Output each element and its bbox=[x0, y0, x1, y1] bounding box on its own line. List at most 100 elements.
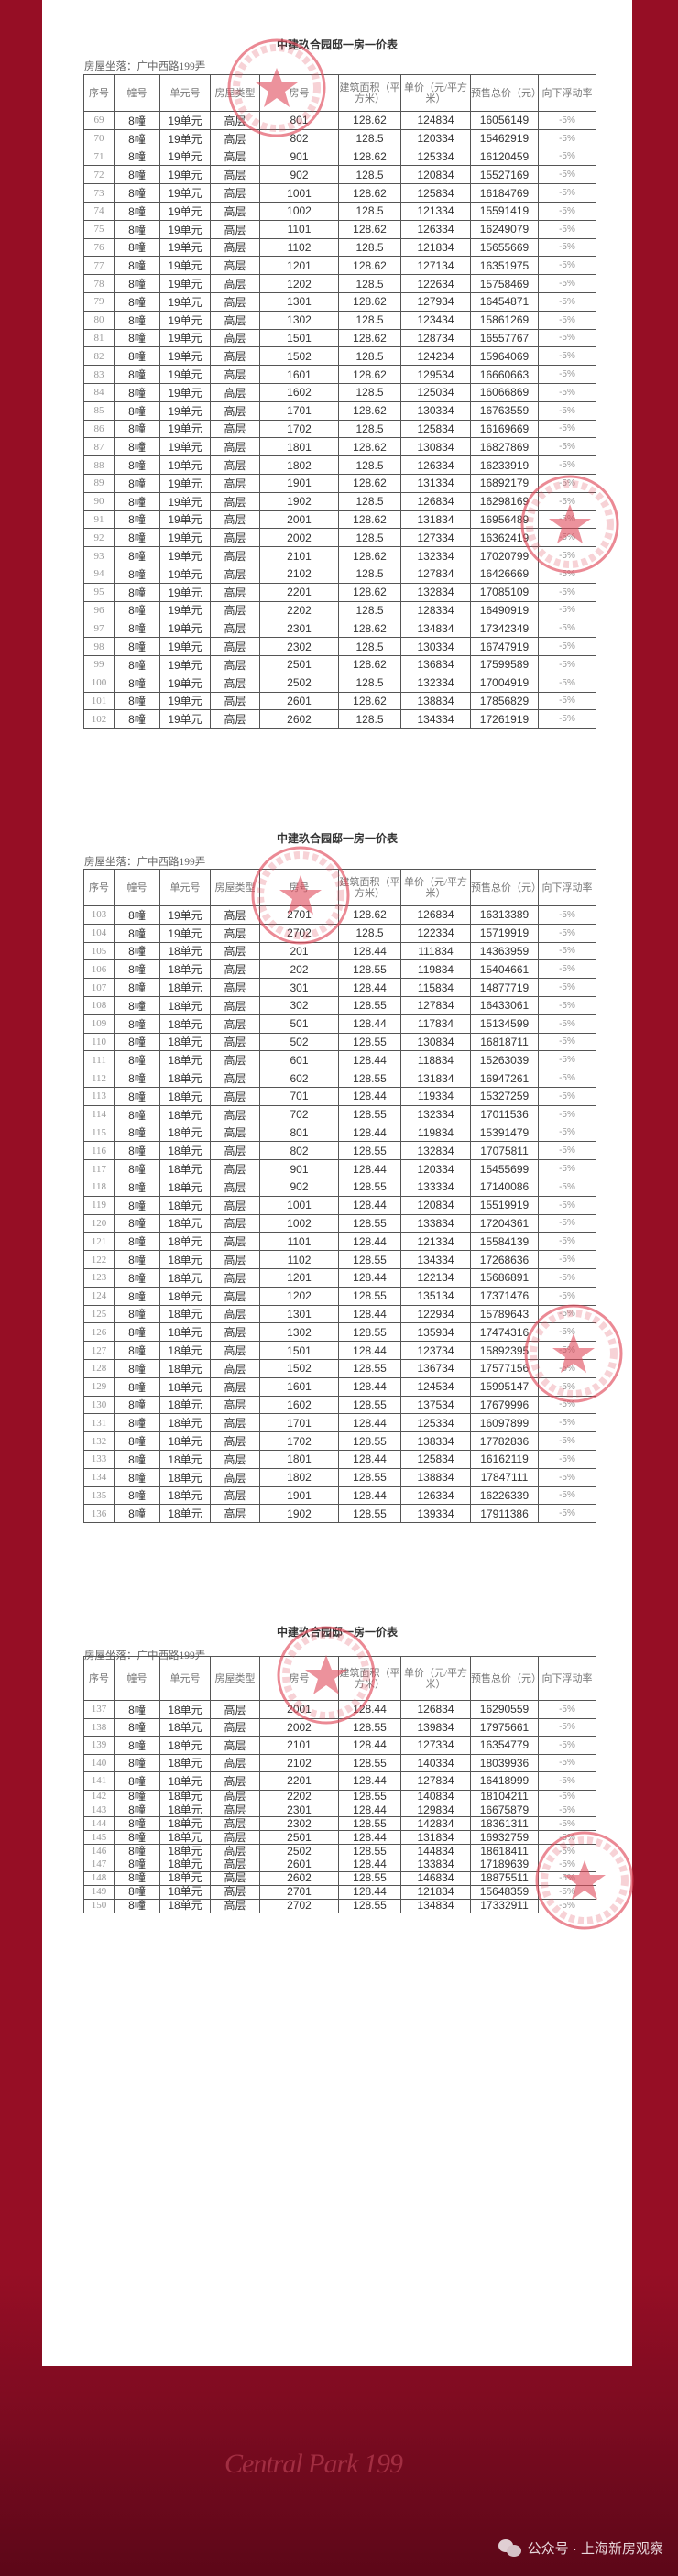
table-row: 90 8幢 19单元 高层 1902 128.5 126834 16298169 -5% bbox=[83, 491, 596, 511]
row-number-cell: 89 bbox=[83, 473, 115, 493]
unit-no-cell: 18单元 bbox=[159, 1250, 211, 1269]
floor-area-cell: 128.55 bbox=[338, 1213, 401, 1233]
house-type-cell: 高层 bbox=[210, 1213, 260, 1233]
building-no-cell: 8幢 bbox=[114, 673, 160, 693]
floor-area-cell: 128.55 bbox=[338, 1753, 401, 1772]
column-header: 向下浮动率 bbox=[538, 74, 596, 112]
column-header: 序号 bbox=[83, 1656, 115, 1701]
unit-no-cell: 18单元 bbox=[159, 1898, 211, 1913]
total-price-cell: 16184769 bbox=[470, 183, 539, 203]
discount-rate-cell: -5% bbox=[538, 1104, 596, 1124]
house-type-cell: 高层 bbox=[210, 1250, 260, 1269]
unit-no-cell: 18单元 bbox=[159, 1857, 211, 1872]
floor-area-cell: 128.44 bbox=[338, 1736, 401, 1755]
building-no-cell: 8幢 bbox=[114, 1232, 160, 1252]
table-row: 146 8幢 18单元 高层 2502 128.55 144834 18618411 -5% bbox=[83, 1844, 596, 1858]
house-type-cell: 高层 bbox=[210, 1413, 260, 1433]
discount-rate-cell: -5% bbox=[538, 1504, 596, 1524]
discount-rate-cell: -5% bbox=[538, 654, 596, 674]
house-type-cell: 高层 bbox=[210, 1485, 260, 1506]
unit-price-cell: 135134 bbox=[400, 1286, 471, 1306]
unit-no-cell: 19单元 bbox=[159, 691, 211, 711]
total-price-cell: 16120459 bbox=[470, 147, 539, 167]
house-type-cell: 高层 bbox=[210, 1069, 260, 1088]
floor-area-cell: 128.62 bbox=[338, 219, 401, 239]
room-no-cell: 902 bbox=[259, 165, 339, 185]
table-row: 91 8幢 19单元 高层 2001 128.62 131834 16956489 -5% bbox=[83, 510, 596, 530]
unit-no-cell: 18单元 bbox=[159, 1844, 211, 1858]
unit-no-cell: 19单元 bbox=[159, 619, 211, 639]
column-header: 序号 bbox=[83, 869, 115, 906]
unit-no-cell: 18单元 bbox=[159, 1286, 211, 1306]
building-no-cell: 8幢 bbox=[114, 256, 160, 276]
discount-rate-cell: -5% bbox=[538, 1304, 596, 1324]
floor-area-cell: 128.62 bbox=[338, 147, 401, 167]
total-price-cell: 16162119 bbox=[470, 1449, 539, 1469]
floor-area-cell: 128.44 bbox=[338, 1159, 401, 1178]
total-price-cell: 16418999 bbox=[470, 1771, 539, 1791]
floor-area-cell: 128.62 bbox=[338, 111, 401, 130]
discount-rate-cell: -5% bbox=[538, 473, 596, 493]
room-no-cell: 1901 bbox=[259, 1485, 339, 1506]
discount-rate-cell: -5% bbox=[538, 1753, 596, 1772]
total-price-cell: 15758469 bbox=[470, 274, 539, 293]
room-no-cell: 1801 bbox=[259, 1449, 339, 1469]
total-price-cell: 17847111 bbox=[470, 1467, 539, 1487]
discount-rate-cell: -5% bbox=[538, 1870, 596, 1886]
unit-no-cell: 18单元 bbox=[159, 1789, 211, 1804]
table-row: 144 8幢 18单元 高层 2302 128.55 142834 18361311 -5% bbox=[83, 1816, 596, 1832]
house-type-cell: 高层 bbox=[210, 382, 260, 402]
discount-rate-cell: -5% bbox=[538, 1376, 596, 1397]
discount-rate-cell: -5% bbox=[538, 1717, 596, 1737]
floor-area-cell: 128.44 bbox=[338, 941, 401, 961]
house-type-cell: 高层 bbox=[210, 419, 260, 439]
table-row: 118 8幢 18单元 高层 902 128.55 133334 17140086 -5% bbox=[83, 1177, 596, 1197]
total-price-cell: 15519919 bbox=[470, 1195, 539, 1215]
row-number-cell: 70 bbox=[83, 128, 115, 148]
house-type-cell: 高层 bbox=[210, 183, 260, 203]
row-number-cell: 139 bbox=[83, 1736, 115, 1755]
unit-no-cell: 19单元 bbox=[159, 600, 211, 620]
floor-area-cell: 128.62 bbox=[338, 365, 401, 384]
room-no-cell: 1301 bbox=[259, 291, 339, 312]
room-no-cell: 1201 bbox=[259, 1267, 339, 1288]
table-row: 119 8幢 18单元 高层 1001 128.44 120834 15519919 -5% bbox=[83, 1195, 596, 1215]
house-type-cell: 高层 bbox=[210, 1753, 260, 1772]
total-price-cell: 14877719 bbox=[470, 978, 539, 997]
row-number-cell: 97 bbox=[83, 619, 115, 639]
building-no-cell: 8幢 bbox=[114, 1286, 160, 1306]
table-row: 130 8幢 18单元 高层 1602 128.55 137534 17679996 -5% bbox=[83, 1395, 596, 1415]
discount-rate-cell: -5% bbox=[538, 1286, 596, 1306]
discount-rate-cell: -5% bbox=[538, 905, 596, 925]
house-type-cell: 高层 bbox=[210, 905, 260, 925]
total-price-cell: 16298169 bbox=[470, 491, 539, 511]
unit-no-cell: 18单元 bbox=[159, 1753, 211, 1772]
floor-area-cell: 128.62 bbox=[338, 582, 401, 602]
table-row: 100 8幢 19单元 高层 2502 128.5 132334 17004919 -5% bbox=[83, 673, 596, 693]
table-row: 79 8幢 19单元 高层 1301 128.62 127934 16454871 -5% bbox=[83, 291, 596, 312]
discount-rate-cell: -5% bbox=[538, 1395, 596, 1415]
room-no-cell: 1902 bbox=[259, 1504, 339, 1524]
room-no-cell: 2602 bbox=[259, 709, 339, 729]
building-no-cell: 8幢 bbox=[114, 455, 160, 475]
table-row: 121 8幢 18单元 高层 1101 128.44 121334 15584139 -5% bbox=[83, 1232, 596, 1252]
building-no-cell: 8幢 bbox=[114, 1358, 160, 1378]
building-no-cell: 8幢 bbox=[114, 995, 160, 1015]
column-header: 房屋类型 bbox=[210, 74, 260, 112]
floor-area-cell: 128.55 bbox=[338, 1069, 401, 1088]
unit-no-cell: 19单元 bbox=[159, 165, 211, 185]
discount-rate-cell: -5% bbox=[538, 310, 596, 330]
total-price-cell: 16747919 bbox=[470, 637, 539, 656]
unit-no-cell: 18单元 bbox=[159, 1123, 211, 1143]
house-type-cell: 高层 bbox=[210, 709, 260, 729]
table-row: 112 8幢 18单元 高层 602 128.55 131834 16947261 -5% bbox=[83, 1069, 596, 1088]
table-row: 109 8幢 18单元 高层 501 128.44 117834 15134599 -5% bbox=[83, 1014, 596, 1034]
room-no-cell: 2501 bbox=[259, 1830, 339, 1846]
table-row: 126 8幢 18单元 高层 1302 128.55 135934 17474316 -5% bbox=[83, 1322, 596, 1343]
floor-area-cell: 128.44 bbox=[338, 1884, 401, 1900]
row-number-cell: 142 bbox=[83, 1789, 115, 1804]
room-no-cell: 1302 bbox=[259, 1322, 339, 1343]
floor-area-cell: 128.5 bbox=[338, 419, 401, 439]
building-no-cell: 8幢 bbox=[114, 1700, 160, 1719]
row-number-cell: 78 bbox=[83, 274, 115, 293]
